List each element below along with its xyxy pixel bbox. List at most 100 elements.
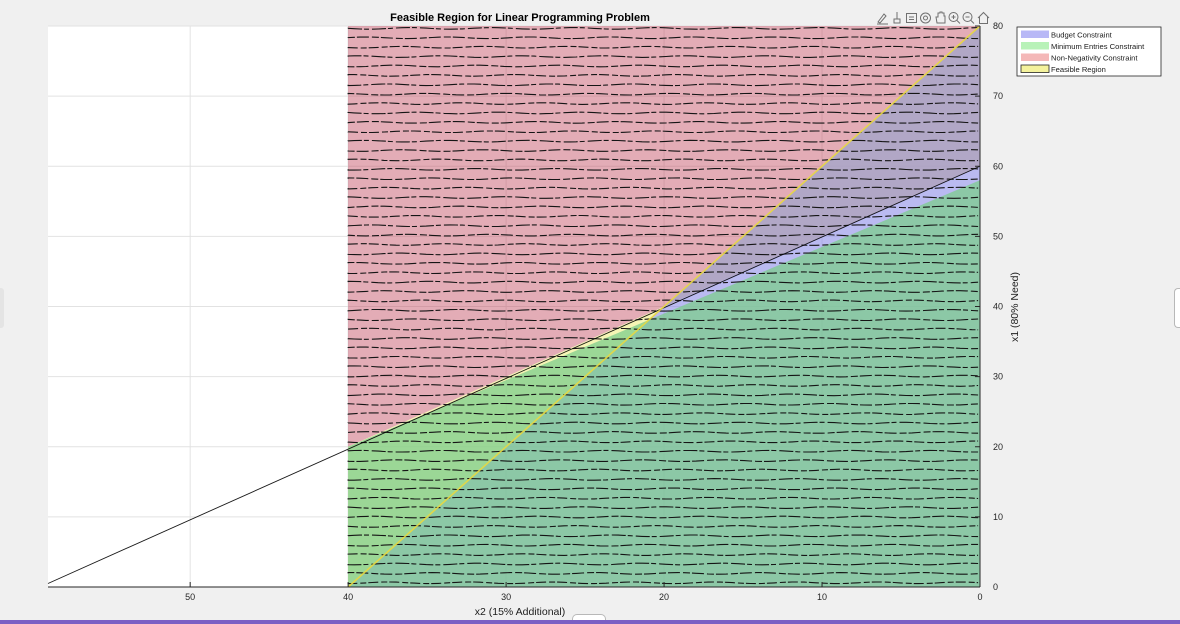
hatch-pattern (347, 27, 979, 585)
window-bottom-border (0, 620, 1180, 624)
hatch-line (347, 36, 979, 40)
splitter-handle[interactable] (572, 614, 606, 624)
hatch-line (347, 252, 979, 256)
hatch-line (347, 581, 979, 585)
y-tick-label: 80 (993, 21, 1003, 31)
hatch-line (347, 167, 979, 171)
hatch-line (347, 271, 979, 275)
line-constraint-boundary (47, 165, 981, 584)
hatch-line (347, 224, 979, 228)
hatch-line (347, 393, 979, 397)
y-tick-label: 30 (993, 372, 1003, 382)
hatch-line (347, 299, 979, 303)
pan-hand-icon[interactable] (934, 10, 947, 25)
hatch-line (347, 111, 979, 115)
legend-swatch (1020, 64, 1050, 73)
brush-icon[interactable] (876, 10, 889, 25)
zoom-out-icon[interactable] (962, 10, 975, 25)
hatch-line (347, 214, 979, 218)
hatch-line (347, 553, 979, 556)
left-panel-handle[interactable] (0, 288, 4, 328)
x-tick-label: 0 (977, 592, 982, 602)
hatch-line (347, 506, 979, 509)
hatch-line (347, 177, 979, 181)
zoom-in-icon[interactable] (948, 10, 961, 25)
right-panel-handle[interactable] (1174, 288, 1180, 328)
hatch-line (347, 572, 979, 575)
hatch-line (347, 355, 979, 359)
hatch-line (347, 384, 979, 387)
hatch-line (347, 525, 979, 528)
line-budget-boundary (347, 25, 981, 588)
hatch-line (347, 243, 979, 246)
x-axis-label: x2 (15% Additional) (475, 606, 565, 618)
hatch-line (347, 92, 979, 96)
hatch-line (347, 186, 979, 190)
y-tick-label: 50 (993, 231, 1003, 241)
hatch-line (347, 440, 979, 444)
home-icon[interactable] (977, 10, 990, 25)
rotate-3d-icon[interactable] (919, 10, 932, 25)
hatch-line (347, 83, 979, 87)
hatch-line (347, 149, 979, 152)
legend-label: Budget Constraint (1051, 31, 1113, 40)
legend-swatch (1021, 53, 1049, 61)
hatch-line (348, 327, 979, 331)
x-tick-label: 50 (185, 592, 195, 602)
chart-title: Feasible Region for Linear Programming P… (390, 12, 650, 24)
hatch-line (347, 74, 979, 77)
y-axis-label: x1 (80% Need) (1009, 272, 1021, 342)
hatch-line (347, 337, 979, 340)
x-tick-label: 20 (659, 592, 669, 602)
hatch-line (347, 412, 979, 416)
legend[interactable]: Budget Constraint Minimum Entries Constra… (1016, 26, 1162, 77)
hatch-line (347, 562, 979, 566)
hatch-line (347, 290, 979, 293)
hatch-line (347, 27, 979, 30)
hatch-line (347, 534, 979, 538)
plot-area (47, 25, 981, 588)
hatch-line (347, 158, 979, 162)
hatch-line (347, 64, 979, 68)
hatch-line (347, 205, 979, 209)
legend-label: Minimum Entries Constraint (1051, 42, 1145, 51)
hatch-line (347, 449, 979, 453)
region-non-negativity-constraint (348, 26, 981, 447)
y-tick-label: 10 (993, 512, 1003, 522)
y-tick-label: 70 (993, 91, 1003, 101)
legend-label: Non-Negativity Constraint (1051, 54, 1138, 63)
y-tick-label: 40 (993, 302, 1003, 312)
hatch-line (347, 468, 979, 472)
legend-swatch (1021, 30, 1049, 38)
hatch-line (348, 431, 979, 434)
hatch-line (347, 346, 979, 350)
y-tick-label: 0 (993, 582, 998, 592)
x-tick-label: 30 (501, 592, 511, 602)
x-tick-label: 40 (343, 592, 353, 602)
hatch-line (347, 55, 979, 58)
hatch-line (347, 478, 979, 481)
hatch-line (347, 365, 979, 369)
hatch-line (347, 280, 979, 284)
hatch-line (347, 543, 979, 547)
axes: 50 40 30 20 10 0 0 10 20 30 40 50 60 70 80 (48, 21, 1003, 602)
hatch-line (347, 459, 979, 462)
hatch-line (347, 308, 979, 312)
hatch-line (347, 261, 979, 265)
y-tick-label: 20 (993, 442, 1003, 452)
hatch-line (347, 130, 979, 134)
hatch-line (347, 318, 979, 322)
hatch-line (347, 196, 979, 199)
x-tick-label: 10 (817, 592, 827, 602)
data-tip-icon[interactable] (891, 10, 904, 25)
hatch-line (347, 233, 979, 237)
export-icon[interactable] (905, 10, 918, 25)
legend-label: Feasible Region (1051, 65, 1106, 74)
hatch-line (347, 45, 979, 49)
hatch-line (347, 139, 979, 143)
legend-swatch (1021, 42, 1049, 50)
hatch-line (347, 421, 979, 425)
hatch-line (347, 374, 979, 378)
hatch-line (347, 487, 979, 491)
